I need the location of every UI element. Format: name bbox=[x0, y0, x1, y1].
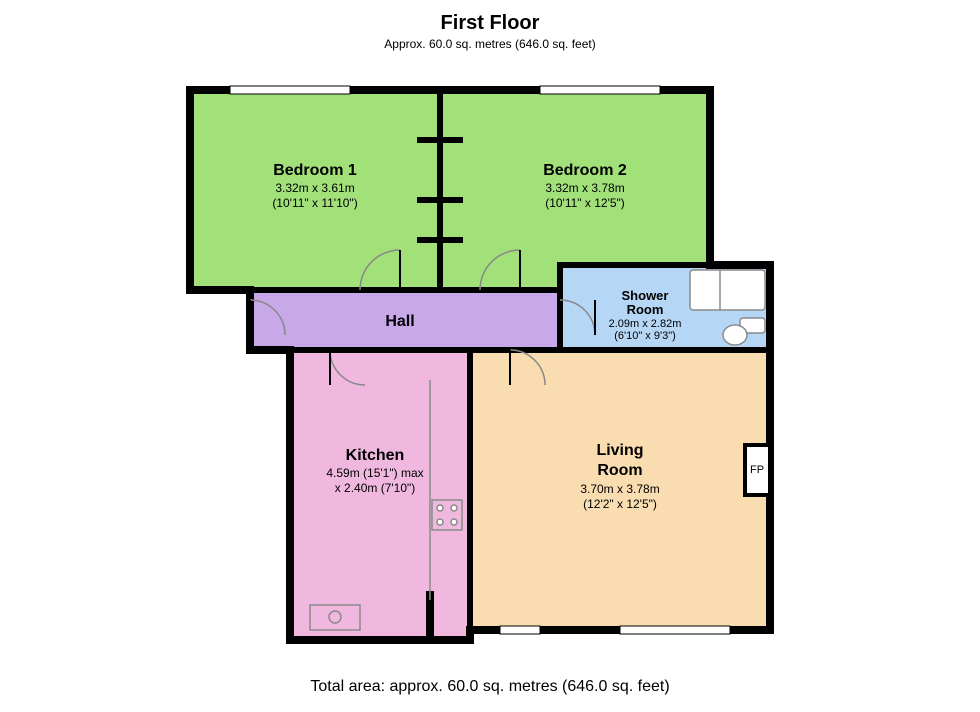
bedroom1-dim2: (10'11" x 11'10") bbox=[272, 196, 357, 210]
footer-text: Total area: approx. 60.0 sq. metres (646… bbox=[0, 678, 980, 696]
bedroom2-name: Bedroom 2 bbox=[543, 162, 627, 179]
fp-label: FP bbox=[750, 464, 764, 476]
shower-dim: 2.09m x 2.82m bbox=[609, 318, 682, 330]
hall-name: Hall bbox=[385, 313, 414, 330]
bedroom1-dim: 3.32m x 3.61m bbox=[275, 181, 354, 195]
bedroom1-name: Bedroom 1 bbox=[273, 162, 357, 179]
kitchen-dim2: x 2.40m (7'10") bbox=[335, 481, 416, 495]
bedroom2-dim: 3.32m x 3.78m bbox=[545, 181, 624, 195]
kitchen-dim: 4.59m (15'1") max bbox=[326, 466, 423, 480]
living-dim: 3.70m x 3.78m bbox=[580, 482, 659, 496]
living-name2: Room bbox=[597, 462, 642, 479]
shower-name2: Room bbox=[627, 302, 664, 317]
bedroom2-dim2: (10'11" x 12'5") bbox=[545, 196, 625, 210]
floorplan-svg: Bedroom 1 3.32m x 3.61m (10'11" x 11'10"… bbox=[0, 0, 980, 712]
living-dim2: (12'2" x 12'5") bbox=[583, 497, 657, 511]
shower-name: Shower bbox=[622, 288, 669, 303]
kitchen-name: Kitchen bbox=[346, 447, 405, 464]
living-name: Living bbox=[596, 442, 643, 459]
shower-dim2: (6'10" x 9'3") bbox=[614, 330, 676, 342]
